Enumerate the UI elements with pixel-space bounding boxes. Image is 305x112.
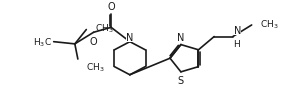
Text: CH$_3$: CH$_3$ xyxy=(86,61,105,73)
Text: S: S xyxy=(178,75,184,85)
Text: N: N xyxy=(234,26,241,36)
Text: O: O xyxy=(89,36,97,46)
Text: N: N xyxy=(126,32,134,42)
Text: N: N xyxy=(177,32,184,42)
Text: CH$_3$: CH$_3$ xyxy=(95,23,113,35)
Text: O: O xyxy=(107,2,115,12)
Text: H$_3$C: H$_3$C xyxy=(33,36,52,48)
Text: CH$_3$: CH$_3$ xyxy=(260,18,279,31)
Text: H: H xyxy=(234,40,240,49)
